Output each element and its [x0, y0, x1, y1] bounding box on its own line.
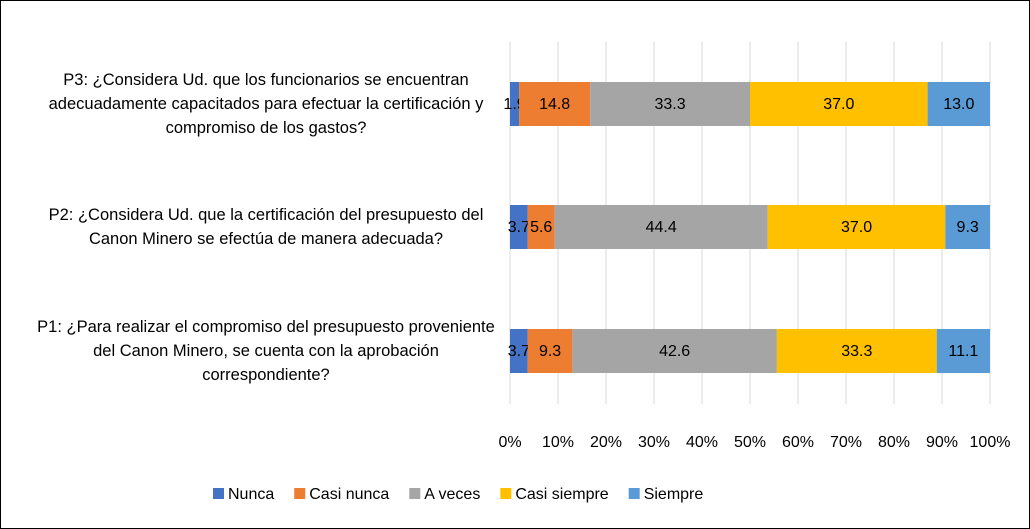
x-tick-label: 20%	[590, 434, 622, 451]
legend-label: Casi nunca	[309, 486, 389, 503]
data-label: 14.8	[539, 96, 570, 113]
x-tick-label: 60%	[782, 434, 814, 451]
data-label: 37.0	[841, 219, 872, 236]
x-tick-label: 0%	[498, 434, 521, 451]
legend-swatch	[500, 488, 512, 499]
legend-label: Siempre	[644, 486, 704, 503]
category-label: P2: ¿Considera Ud. que la certificación …	[48, 206, 484, 248]
bar-segment	[510, 82, 520, 126]
data-label: 5.6	[530, 219, 552, 236]
x-tick-label: 70%	[830, 434, 862, 451]
x-tick-label: 30%	[638, 434, 670, 451]
data-label: 3.7	[508, 343, 530, 360]
legend-label: Nunca	[228, 486, 274, 503]
data-label: 44.4	[646, 219, 677, 236]
legend-swatch	[213, 488, 224, 499]
data-label: 42.6	[659, 343, 690, 360]
legend-swatch	[409, 488, 421, 499]
x-tick-label: 50%	[734, 434, 766, 451]
bar-segment	[590, 82, 750, 126]
bar-segment	[554, 205, 768, 249]
bar-segment	[776, 329, 937, 373]
bar-segment	[519, 82, 591, 126]
bar-segment	[572, 329, 777, 373]
x-tick-label: 40%	[686, 434, 718, 451]
data-label: 9.3	[539, 343, 561, 360]
data-label: 3.7	[508, 219, 530, 236]
bar-segment	[527, 329, 573, 373]
x-tick-label: 10%	[542, 434, 574, 451]
data-label: 11.1	[948, 343, 978, 360]
data-label: 37.0	[823, 96, 854, 113]
category-label: P3: ¿Considera Ud. que los funcionarios …	[48, 71, 484, 137]
bar-segment	[510, 205, 528, 249]
data-label: 13.0	[943, 96, 974, 113]
bar-segment	[527, 205, 555, 249]
data-label: 33.3	[655, 96, 686, 113]
legend-label: A veces	[424, 486, 480, 503]
x-tick-label: 90%	[926, 434, 958, 451]
bar-segment	[936, 329, 990, 373]
legend-swatch	[294, 488, 306, 499]
legend-swatch	[628, 488, 640, 499]
bar-segment	[927, 82, 990, 126]
bar-segment	[767, 205, 946, 249]
legend-label: Casi siempre	[515, 486, 608, 503]
bar-segment	[750, 82, 928, 126]
data-label: 33.3	[841, 343, 872, 360]
data-label: 9.3	[957, 219, 979, 236]
bar-segment	[510, 329, 528, 373]
x-tick-label: 100%	[970, 434, 1011, 451]
bar-segment	[945, 205, 990, 249]
x-tick-label: 80%	[878, 434, 910, 451]
category-label: P1: ¿Para realizar el compromiso del pre…	[37, 318, 495, 384]
